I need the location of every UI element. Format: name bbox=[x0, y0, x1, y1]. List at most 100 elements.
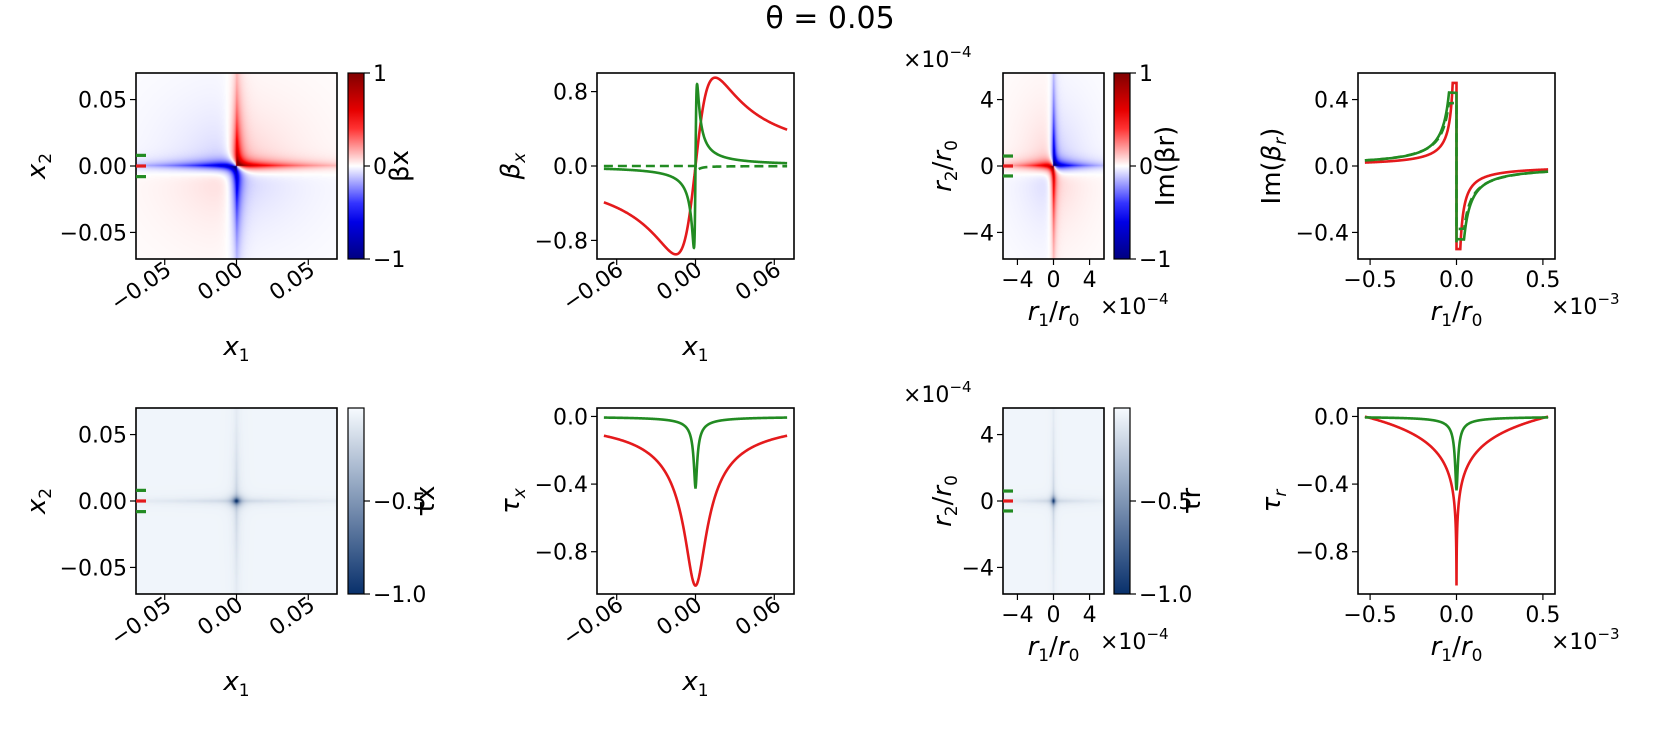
x-axis-label: x1 bbox=[681, 332, 708, 366]
y-axis-label: Im(βr) bbox=[1257, 128, 1291, 205]
colorbar-label: Im(βr) bbox=[1151, 126, 1181, 207]
x-tick-label: 0.00 bbox=[652, 257, 706, 306]
y-multiplier: ×10−4 bbox=[903, 43, 972, 73]
y-tick-label: −4 bbox=[962, 221, 994, 246]
y-tick-label: 4 bbox=[980, 89, 994, 114]
x-multiplier: ×10−4 bbox=[1100, 625, 1169, 655]
y-tick-label: 0.4 bbox=[1314, 89, 1349, 114]
heatmap-canvas bbox=[1003, 73, 1104, 259]
series-line bbox=[603, 434, 788, 587]
colorbar-tick-label: −1.0 bbox=[373, 583, 426, 608]
y-tick-label: 0.05 bbox=[78, 89, 127, 114]
series-line bbox=[1364, 101, 1549, 231]
heatmap-image bbox=[136, 408, 337, 594]
y-tick-label: 0.0 bbox=[553, 405, 588, 430]
figure-title: θ = 0.05 bbox=[765, 1, 894, 36]
x-tick-label: −4 bbox=[1001, 603, 1033, 628]
x-tick-label: −0.05 bbox=[107, 257, 177, 316]
x-tick-label: −0.06 bbox=[559, 592, 629, 651]
colorbar bbox=[1113, 407, 1131, 595]
x-tick-label: 0 bbox=[1047, 603, 1061, 628]
x-axis-label: r1/r0 bbox=[1028, 297, 1080, 331]
colorbar-tick-label: 0 bbox=[373, 155, 387, 180]
plot-frame bbox=[596, 407, 795, 595]
colorbar-label: βx bbox=[385, 150, 415, 182]
series-line bbox=[603, 416, 788, 489]
colorbar-tick-label: −1 bbox=[1139, 248, 1171, 273]
y-tick-label: −0.05 bbox=[60, 221, 127, 246]
x-tick-label: 0.05 bbox=[265, 257, 319, 306]
x-tick-label: −0.06 bbox=[559, 257, 629, 316]
series-group bbox=[1364, 81, 1549, 251]
x-axis-label: x1 bbox=[222, 332, 249, 366]
heatmap-canvas bbox=[136, 408, 337, 594]
x-axis-label: r1/r0 bbox=[1431, 297, 1483, 331]
x-tick-label: 0.00 bbox=[652, 592, 706, 641]
x-tick-label: 0.0 bbox=[1439, 268, 1474, 293]
colorbar bbox=[347, 72, 365, 260]
series-line bbox=[1364, 415, 1549, 586]
y-axis-label: r2/r0 bbox=[928, 475, 962, 527]
series-line bbox=[1364, 91, 1549, 243]
y-axis-label: r2/r0 bbox=[928, 140, 962, 192]
x-tick-label: 0.06 bbox=[731, 257, 785, 306]
y-tick-label: −4 bbox=[962, 556, 994, 581]
y-tick-label: 0.00 bbox=[78, 490, 127, 515]
colorbar-tick-label: 0 bbox=[1139, 155, 1153, 180]
x-tick-label: −4 bbox=[1001, 268, 1033, 293]
series-line bbox=[1364, 416, 1549, 491]
y-tick-label: 0 bbox=[980, 155, 994, 180]
colorbar-tick-label: −1.0 bbox=[1139, 583, 1192, 608]
heatmap-canvas bbox=[136, 73, 337, 259]
y-axis-label: x2 bbox=[22, 488, 56, 515]
x-tick-label: 0.0 bbox=[1439, 603, 1474, 628]
series-group bbox=[603, 76, 788, 256]
y-tick-label: 0.8 bbox=[553, 81, 588, 106]
x-multiplier: ×10−4 bbox=[1100, 290, 1169, 320]
y-multiplier: ×10−4 bbox=[903, 378, 972, 408]
x-tick-label: 0.05 bbox=[265, 592, 319, 641]
x-tick-label: 0.5 bbox=[1525, 268, 1560, 293]
colorbar-tick-label: −0.5 bbox=[373, 490, 426, 515]
x-axis-label: x1 bbox=[222, 667, 249, 701]
x-axis-label: x1 bbox=[681, 667, 708, 701]
colorbar bbox=[1113, 72, 1131, 260]
colorbar-tick-label: 1 bbox=[373, 62, 387, 87]
heatmap-image bbox=[136, 73, 337, 259]
y-tick-label: 0.0 bbox=[1314, 155, 1349, 180]
heatmap-canvas bbox=[1003, 408, 1104, 594]
y-tick-label: 0 bbox=[980, 490, 994, 515]
x-tick-label: 0.06 bbox=[731, 592, 785, 641]
x-tick-label: −0.05 bbox=[107, 592, 177, 651]
x-tick-label: 0.5 bbox=[1525, 603, 1560, 628]
x-tick-label: 0.00 bbox=[193, 592, 247, 641]
x-tick-label: 0 bbox=[1047, 268, 1061, 293]
y-tick-label: 4 bbox=[980, 424, 994, 449]
y-tick-label: 0.0 bbox=[553, 155, 588, 180]
y-axis-label: βx bbox=[496, 152, 530, 181]
x-multiplier: ×10−3 bbox=[1551, 625, 1620, 655]
y-axis-label: τr bbox=[1257, 489, 1291, 513]
y-axis-label: τx bbox=[496, 487, 530, 514]
colorbar-tick-label: −1 bbox=[373, 248, 405, 273]
x-axis-label: r1/r0 bbox=[1028, 632, 1080, 666]
x-tick-label: 4 bbox=[1083, 603, 1097, 628]
y-tick-label: 0.05 bbox=[78, 424, 127, 449]
series-line bbox=[603, 164, 788, 172]
x-multiplier: ×10−3 bbox=[1551, 290, 1620, 320]
y-tick-label: −0.4 bbox=[1296, 473, 1349, 498]
x-tick-label: −0.5 bbox=[1343, 268, 1396, 293]
y-tick-label: −0.8 bbox=[1296, 541, 1349, 566]
heatmap-image bbox=[1003, 73, 1104, 259]
colorbar-tick-label: 1 bbox=[1139, 62, 1153, 87]
y-tick-label: 0.0 bbox=[1314, 405, 1349, 430]
y-tick-label: −0.4 bbox=[535, 473, 588, 498]
series-group bbox=[603, 416, 788, 587]
y-tick-label: −0.4 bbox=[1296, 221, 1349, 246]
colorbar-tick-label: −0.5 bbox=[1139, 490, 1192, 515]
x-tick-label: −0.5 bbox=[1343, 603, 1396, 628]
y-tick-label: −0.8 bbox=[535, 229, 588, 254]
y-tick-label: −0.05 bbox=[60, 556, 127, 581]
colorbar-label: τx bbox=[411, 485, 441, 516]
